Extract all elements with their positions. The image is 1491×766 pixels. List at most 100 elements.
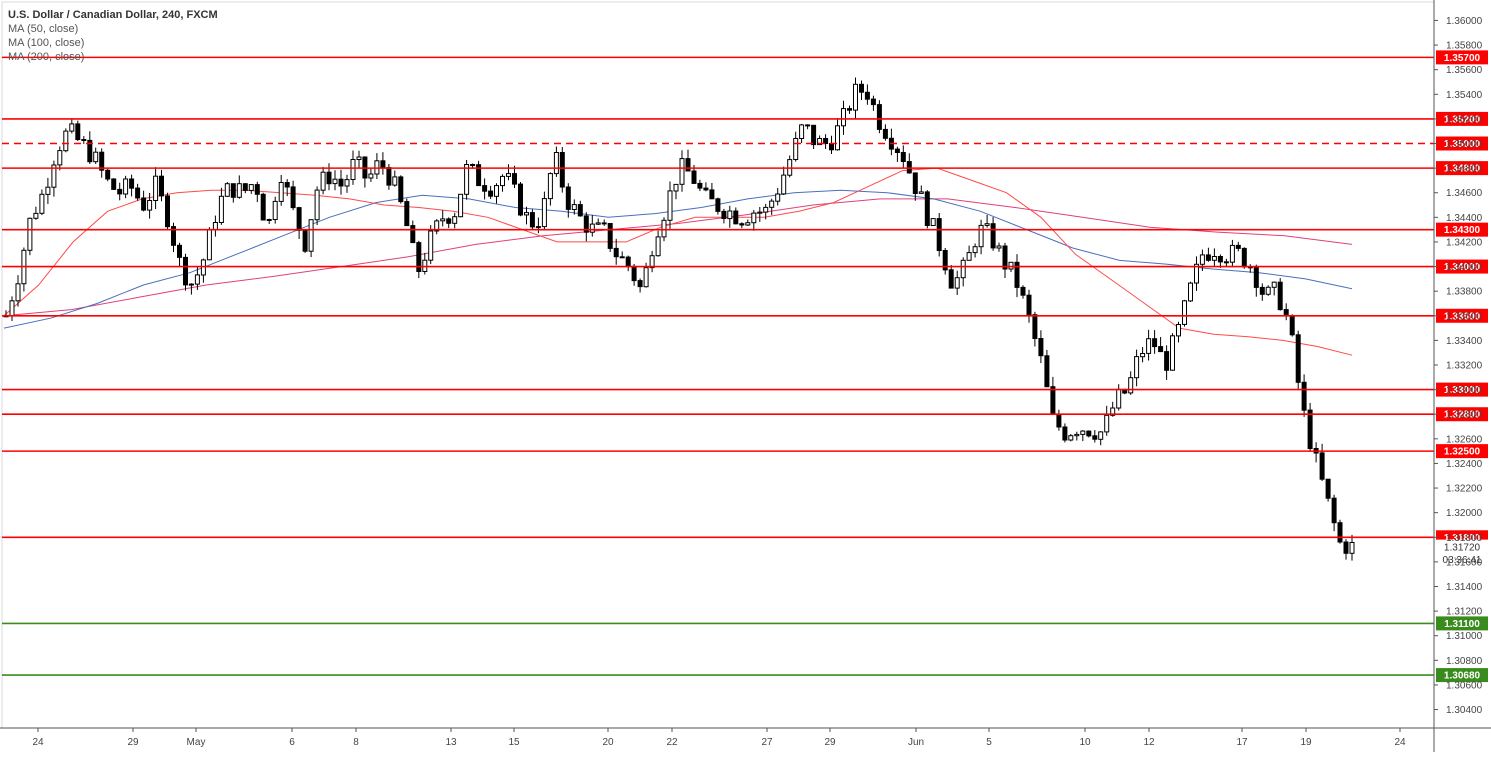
resistance-price-tag	[1436, 136, 1488, 151]
candle-up	[972, 246, 978, 254]
candle-up	[553, 152, 559, 175]
resistance-price-tag	[1436, 382, 1488, 397]
candle-down	[870, 98, 876, 106]
candle-up	[954, 277, 960, 289]
resistance-price-tag	[1436, 444, 1488, 459]
candle-up	[1170, 335, 1175, 371]
x-tick-label: 19	[1300, 737, 1312, 748]
candle-down	[1038, 338, 1044, 357]
candle-down	[284, 182, 290, 188]
candle-up	[350, 159, 356, 180]
candle-down	[703, 187, 709, 191]
candle-down	[488, 190, 494, 197]
x-tick-label: May	[187, 737, 206, 748]
candle-up	[506, 173, 511, 177]
candle-down	[739, 223, 745, 226]
y-tick-label: 1.34800	[1446, 164, 1483, 175]
y-tick-label: 1.32800	[1446, 410, 1483, 421]
candle-down	[811, 124, 817, 146]
candle-up	[667, 190, 673, 221]
candle-up	[147, 200, 153, 211]
candle-down	[631, 265, 637, 282]
resistance-price-tag	[1436, 222, 1488, 237]
candle-down	[1158, 346, 1164, 353]
candle-down	[165, 195, 170, 228]
candle-down	[805, 124, 811, 127]
candle-down	[715, 198, 721, 212]
candle-up	[751, 212, 757, 224]
candle-down	[1223, 261, 1229, 264]
candle-up	[679, 158, 685, 185]
candle-up	[918, 191, 924, 194]
x-tick-label: 27	[761, 737, 773, 748]
candle-down	[404, 201, 410, 227]
candle-up	[1199, 254, 1205, 265]
candle-up	[661, 219, 667, 238]
price-tag-label: 1.34800	[1444, 164, 1481, 175]
candle-up	[1134, 356, 1140, 379]
candle-down	[1020, 286, 1026, 296]
legend-ma200: MA (200, close)	[8, 51, 85, 63]
candle-up	[1182, 300, 1187, 325]
candle-down	[171, 226, 176, 246]
candle-down	[81, 139, 87, 141]
candle-down	[685, 158, 691, 172]
candle-up	[984, 223, 990, 226]
candle-down	[416, 242, 422, 273]
legend-ma50: MA (50, close)	[8, 23, 79, 35]
y-tick-label: 1.33400	[1446, 336, 1483, 347]
x-tick-label: 17	[1236, 737, 1248, 748]
candle-up	[775, 193, 781, 202]
candle-down	[637, 280, 643, 288]
x-tick-label: 6	[289, 737, 295, 748]
y-tick-label: 1.30800	[1446, 656, 1483, 667]
candle-up	[960, 259, 966, 279]
candle-down	[625, 256, 631, 267]
symbol-title: U.S. Dollar / Canadian Dollar, 240, FXCM	[8, 9, 218, 21]
x-tick-label: 22	[666, 737, 678, 748]
candle-down	[1259, 286, 1265, 295]
candle-up	[547, 173, 553, 200]
candle-up	[218, 195, 224, 224]
candle-down	[1050, 386, 1056, 415]
candle-up	[272, 200, 278, 220]
y-tick-label: 1.35000	[1446, 139, 1483, 150]
candle-up	[1194, 263, 1199, 284]
candle-down	[1343, 541, 1349, 554]
candle-down	[117, 188, 123, 195]
candle-down	[410, 225, 416, 244]
y-tick-label: 1.34400	[1446, 213, 1483, 224]
resistance-price-tag	[1436, 50, 1488, 65]
price-tag-label: 1.32500	[1444, 447, 1481, 458]
candle-up	[1110, 407, 1116, 416]
candle-up	[206, 229, 212, 261]
candle-down	[518, 183, 523, 216]
candle-up	[500, 175, 505, 187]
candle-up	[236, 183, 242, 198]
candle-down	[894, 148, 900, 154]
candle-up	[1229, 244, 1235, 263]
countdown-label: 03:36:41	[1443, 555, 1482, 566]
candle-up	[368, 173, 374, 179]
candle-down	[924, 191, 930, 226]
candle-up	[1140, 353, 1146, 358]
candle-up	[69, 123, 75, 132]
candle-down	[111, 178, 117, 190]
candle-up	[188, 283, 194, 286]
candle-down	[1295, 334, 1301, 383]
candle-down	[1241, 247, 1247, 268]
candle-down	[1277, 281, 1283, 311]
candle-up	[763, 206, 769, 213]
candle-down	[1337, 522, 1343, 543]
candle-up	[1188, 282, 1193, 302]
price-tag-label: 1.32800	[1444, 410, 1481, 421]
resistance-price-tag	[1436, 259, 1488, 274]
price-tag-label: 1.31800	[1444, 533, 1481, 544]
candle-down	[380, 160, 386, 169]
price-tag-label: 1.33000	[1444, 385, 1481, 396]
y-tick-label: 1.32600	[1446, 434, 1483, 445]
candle-up	[1008, 261, 1014, 270]
candle-down	[1092, 435, 1098, 440]
price-tag-label: 1.35200	[1444, 114, 1481, 125]
